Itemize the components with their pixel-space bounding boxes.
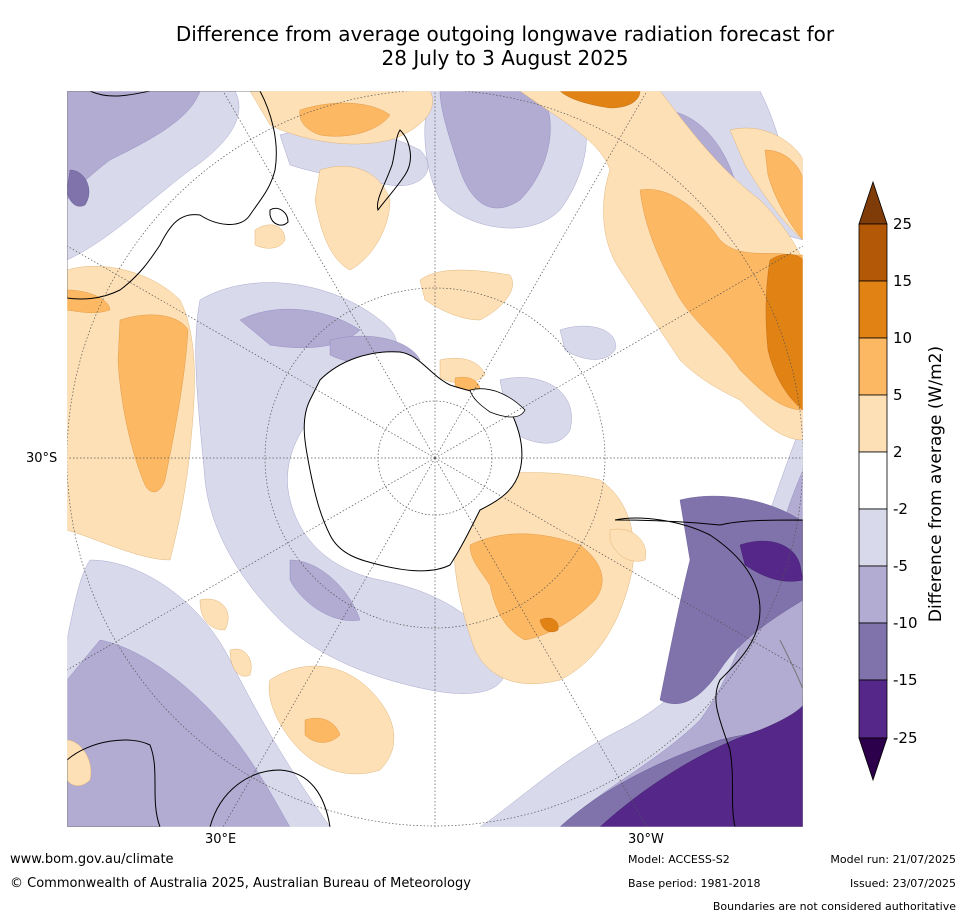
colorbar-tick: -5 bbox=[893, 557, 908, 575]
anomaly-10-15 bbox=[539, 91, 803, 633]
polar-graticule bbox=[67, 91, 803, 827]
colorbar-tick: -25 bbox=[893, 729, 918, 747]
colorbar-label: Difference from average (W/m2) bbox=[926, 345, 946, 623]
website-link[interactable]: www.bom.gov.au/climate bbox=[10, 852, 174, 867]
colorbar-extend-bottom bbox=[858, 737, 888, 782]
copyright-text: © Commonwealth of Australia 2025, Austra… bbox=[10, 876, 471, 891]
colorbar-band-m5-m2 bbox=[858, 508, 888, 567]
longitude-label-west: 30°W bbox=[628, 832, 664, 847]
colorbar-tick: 10 bbox=[893, 329, 913, 347]
colorbar-band-10-15 bbox=[858, 280, 888, 339]
colorbar-tick: -2 bbox=[893, 500, 908, 518]
antarctica-outline bbox=[303, 351, 523, 572]
map-panel bbox=[67, 91, 803, 827]
colorbar-tick: 2 bbox=[893, 443, 903, 461]
title-line-2: 28 July to 3 August 2025 bbox=[381, 46, 629, 70]
colorbar-band-m10-m5 bbox=[858, 565, 888, 624]
boundary-disclaimer: Boundaries are not considered authoritat… bbox=[712, 900, 956, 913]
issued-date: Issued: 23/07/2025 bbox=[849, 877, 956, 890]
anomaly-m25-m15 bbox=[599, 540, 803, 827]
colorbar-band-15-25 bbox=[858, 223, 888, 282]
south-america-outline bbox=[614, 517, 803, 827]
map-frame bbox=[66, 90, 804, 828]
model-name: Model: ACCESS-S2 bbox=[628, 853, 730, 866]
colorbar bbox=[858, 180, 888, 782]
model-run-date: Model run: 21/07/2025 bbox=[830, 853, 956, 866]
base-period: Base period: 1981-2018 bbox=[628, 877, 761, 890]
colorbar-tick: 25 bbox=[893, 215, 913, 233]
country-border-line bbox=[779, 639, 803, 691]
colorbar-tick: 15 bbox=[893, 272, 913, 290]
title-line-1: Difference from average outgoing longwav… bbox=[175, 22, 835, 46]
latitude-label: 30°S bbox=[26, 451, 58, 466]
colorbar-tick: -10 bbox=[893, 614, 918, 632]
colorbar-extend-top bbox=[858, 180, 888, 225]
colorbar-band-2-5 bbox=[858, 394, 888, 453]
antarctic-peninsula-outline bbox=[469, 388, 526, 418]
colorbar-tick: -15 bbox=[893, 671, 918, 689]
colorbar-band-m2-2 bbox=[858, 451, 888, 510]
tasmania-outline bbox=[269, 207, 289, 226]
colorbar-band-m25-m15 bbox=[858, 679, 888, 739]
madagascar-region-outline bbox=[209, 769, 331, 827]
colorbar-band-m15-m10 bbox=[858, 622, 888, 681]
colorbar-tick: 5 bbox=[893, 386, 903, 404]
new-zealand-outline bbox=[376, 129, 411, 212]
africa-outline bbox=[67, 739, 161, 827]
map-title: Difference from average outgoing longwav… bbox=[90, 22, 920, 70]
colorbar-band-5-10 bbox=[858, 337, 888, 396]
longitude-label-east: 30°E bbox=[205, 832, 237, 847]
